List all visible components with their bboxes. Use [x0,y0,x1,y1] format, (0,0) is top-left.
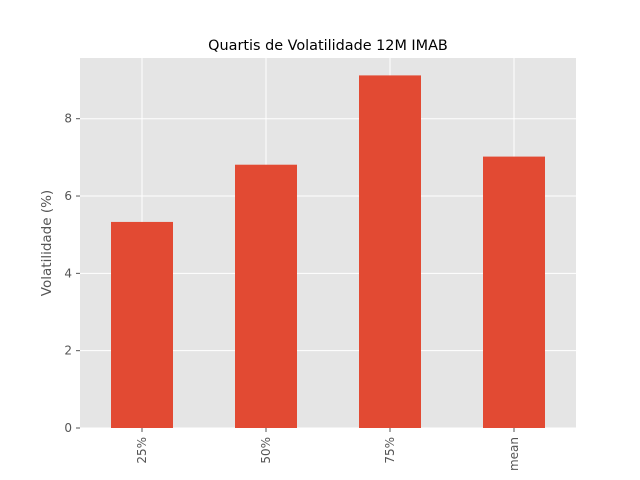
y-axis-label: Volatilidade (%) [39,190,55,296]
x-tick-label: mean [507,437,521,471]
y-tick-label: 0 [64,421,72,435]
y-axis-ticks: 0 2 4 6 8 [64,112,80,435]
x-tick-label: 50% [259,437,273,464]
y-tick-label: 2 [64,344,72,358]
bar [359,75,421,428]
bar [483,156,545,428]
x-tick-label: 75% [383,437,397,464]
y-tick-label: 4 [64,266,72,280]
bar [235,164,297,428]
y-tick-label: 8 [64,112,72,126]
x-axis-ticks: 25% 50% 75% mean [135,428,521,471]
y-tick-label: 6 [64,189,72,203]
chart-title: Quartis de Volatilidade 12M IMAB [208,38,448,54]
bars [111,75,545,428]
x-tick-label: 25% [135,437,149,464]
bar [111,221,173,428]
